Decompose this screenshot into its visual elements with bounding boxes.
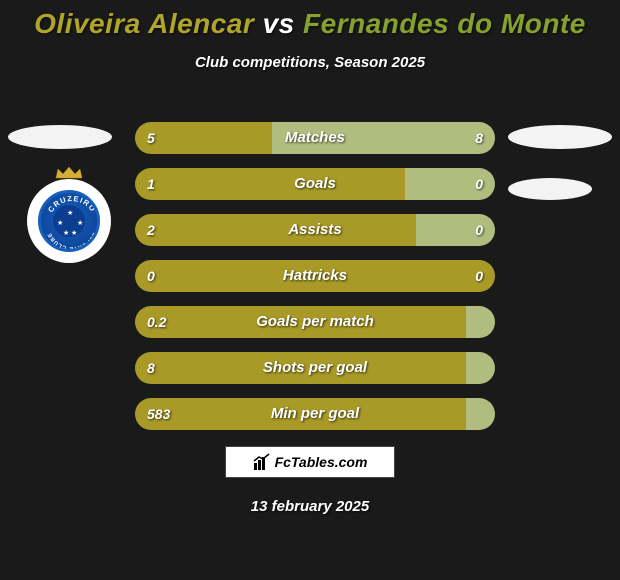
badge-oval-right-2 xyxy=(508,178,592,200)
chart-icon xyxy=(253,453,271,471)
stat-label: Hattricks xyxy=(135,260,495,292)
stat-label: Assists xyxy=(135,214,495,246)
page-title: Oliveira Alencar vs Fernandes do Monte xyxy=(0,0,620,40)
crest-crown-icon xyxy=(54,165,84,179)
stat-row: 00Hattricks xyxy=(135,260,495,292)
badge-oval-top-left xyxy=(8,125,112,149)
logo-text: FcTables.com xyxy=(275,454,368,470)
player2-name: Fernandes do Monte xyxy=(303,8,586,39)
stat-label: Shots per goal xyxy=(135,352,495,384)
stat-label: Matches xyxy=(135,122,495,154)
vs-text: vs xyxy=(263,8,295,39)
stat-label: Min per goal xyxy=(135,398,495,430)
badge-oval-right-1 xyxy=(508,125,612,149)
stat-row: 10Goals xyxy=(135,168,495,200)
stat-row: 8Shots per goal xyxy=(135,352,495,384)
player1-name: Oliveira Alencar xyxy=(34,8,254,39)
date-text: 13 february 2025 xyxy=(0,498,620,515)
stat-row: 0.2Goals per match xyxy=(135,306,495,338)
stat-row: 58Matches xyxy=(135,122,495,154)
stat-label: Goals per match xyxy=(135,306,495,338)
stat-row: 583Min per goal xyxy=(135,398,495,430)
comparison-bars: 58Matches 10Goals 20Assists 00Hattricks 0.2G… xyxy=(135,122,495,444)
subtitle: Club competitions, Season 2025 xyxy=(0,54,620,71)
stat-row: 20Assists xyxy=(135,214,495,246)
club-crest: CRUZEIRO ESPORTE CLUBE ★ ★ ★ ★ ★ xyxy=(27,179,111,263)
site-logo: FcTables.com xyxy=(225,446,395,478)
stat-label: Goals xyxy=(135,168,495,200)
crest-stars-icon: ★ ★ ★ ★ ★ xyxy=(53,205,85,237)
